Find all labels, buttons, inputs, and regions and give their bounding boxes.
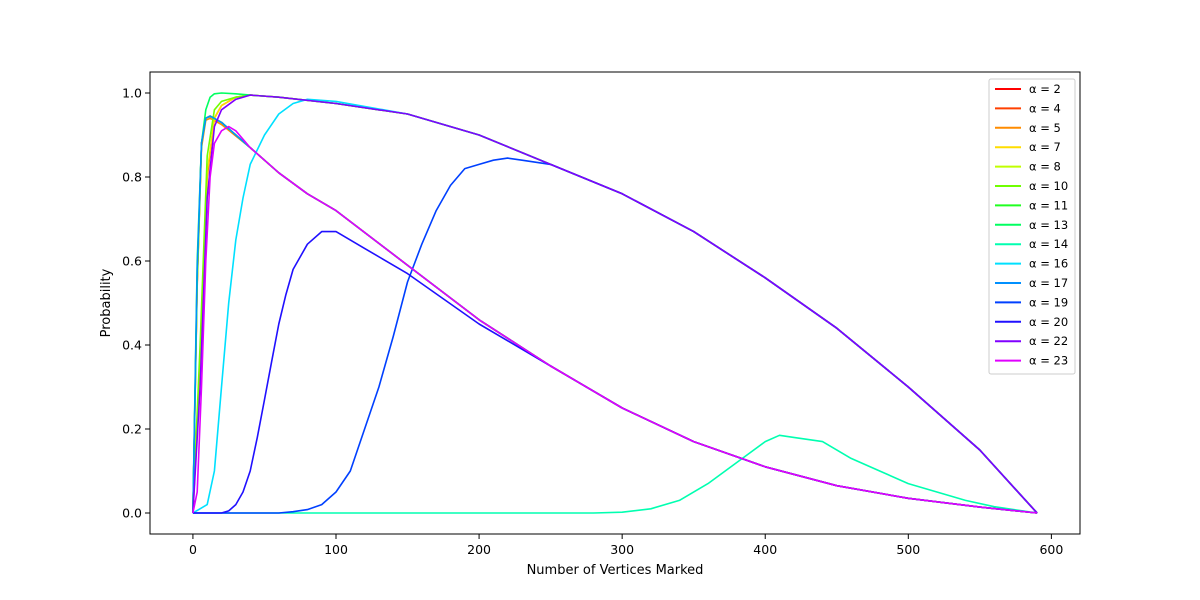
legend: α = 2 α = 4 α = 5 α = 7 α = 8 α = 10 α = 11 α =… — [988, 78, 1076, 375]
series-line-14 — [192, 125, 1038, 514]
x-axis: 0 100 200 300 400 500 600 — [189, 534, 1063, 557]
y-tick-label: 0.6 — [122, 254, 142, 269]
legend-label: α = 5 — [1029, 121, 1061, 135]
y-tick-label: 0.2 — [122, 422, 142, 437]
x-tick-label: 200 — [467, 542, 491, 557]
legend-label: α = 13 — [1029, 218, 1068, 232]
legend-label: α = 10 — [1029, 179, 1068, 193]
x-tick-label: 400 — [753, 542, 777, 557]
y-axis-label: Probability — [99, 268, 114, 337]
legend-label: α = 19 — [1029, 295, 1068, 309]
legend-label: α = 2 — [1029, 82, 1061, 96]
y-tick-label: 0.4 — [122, 338, 142, 353]
legend-label: α = 7 — [1029, 140, 1061, 154]
legend-label: α = 22 — [1029, 334, 1068, 348]
y-axis: 0.0 0.2 0.4 0.6 0.8 1.0 — [122, 86, 150, 521]
x-tick-label: 500 — [896, 542, 920, 557]
x-tick-label: 100 — [324, 542, 348, 557]
legend-label: α = 17 — [1029, 276, 1068, 290]
y-tick-label: 0.0 — [122, 506, 142, 521]
legend-label: α = 20 — [1029, 315, 1068, 329]
legend-label: α = 16 — [1029, 257, 1068, 271]
plot-frame — [149, 71, 1081, 535]
legend-label: α = 4 — [1029, 101, 1061, 115]
legend-box — [988, 78, 1076, 375]
x-axis-label: Number of Vertices Marked — [527, 563, 704, 578]
legend-label: α = 8 — [1029, 160, 1061, 174]
series-layer — [192, 92, 1038, 514]
y-tick-label: 1.0 — [122, 86, 142, 101]
legend-label: α = 11 — [1029, 198, 1068, 212]
series-line-13 — [192, 94, 1038, 514]
y-tick-label: 0.8 — [122, 170, 142, 185]
legend-label: α = 23 — [1029, 354, 1068, 368]
x-tick-label: 300 — [610, 542, 634, 557]
x-tick-label: 0 — [189, 542, 197, 557]
legend-label: α = 14 — [1029, 237, 1068, 251]
x-tick-label: 600 — [1039, 542, 1063, 557]
series-line-8 — [192, 434, 1038, 514]
